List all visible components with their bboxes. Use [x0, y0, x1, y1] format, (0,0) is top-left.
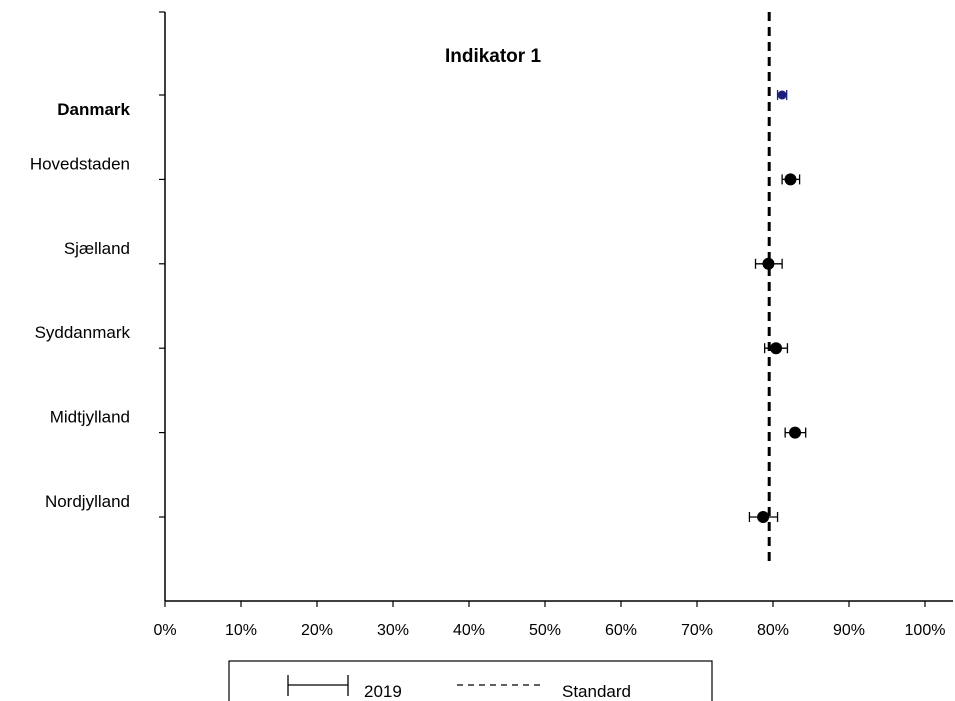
category-label: Sjælland	[64, 239, 130, 258]
data-points	[748, 90, 807, 523]
x-tick-label: 80%	[757, 622, 789, 639]
x-tick-label: 100%	[905, 622, 946, 639]
data-point	[784, 173, 797, 186]
x-tick-label: 0%	[153, 622, 176, 639]
x-tick-label: 90%	[833, 622, 865, 639]
data-point	[762, 257, 775, 270]
data-point	[757, 511, 770, 523]
axes	[164, 12, 953, 602]
y-axis-ticks: Danmark Hovedstaden Sjælland Syddanmark Midt…	[30, 11, 165, 518]
x-axis-ticks: 0% 10% 20% 30% 40% 50% 60% 70% 80% 90% 100%	[153, 601, 945, 639]
data-point	[777, 90, 787, 100]
x-tick-label: 20%	[301, 622, 333, 639]
data-point	[770, 342, 783, 355]
category-label: Midtjylland	[50, 408, 130, 427]
category-label: Hovedstaden	[30, 154, 130, 173]
chart-title: Indikator 1	[445, 46, 542, 67]
category-label: Danmark	[57, 100, 130, 119]
category-label: Syddanmark	[35, 323, 131, 342]
x-tick-label: 10%	[225, 622, 257, 639]
x-tick-label: 60%	[605, 622, 637, 639]
legend-label-2019: 2019	[364, 682, 402, 701]
legend-label-standard: Standard	[562, 682, 631, 701]
x-tick-label: 40%	[453, 622, 485, 639]
x-tick-label: 30%	[377, 622, 409, 639]
x-tick-label: 70%	[681, 622, 713, 639]
legend: 2019 Standard	[228, 660, 713, 701]
legend-box	[228, 660, 713, 701]
data-point	[789, 426, 802, 439]
category-label: Nordjylland	[45, 492, 130, 511]
x-tick-label: 50%	[529, 622, 561, 639]
